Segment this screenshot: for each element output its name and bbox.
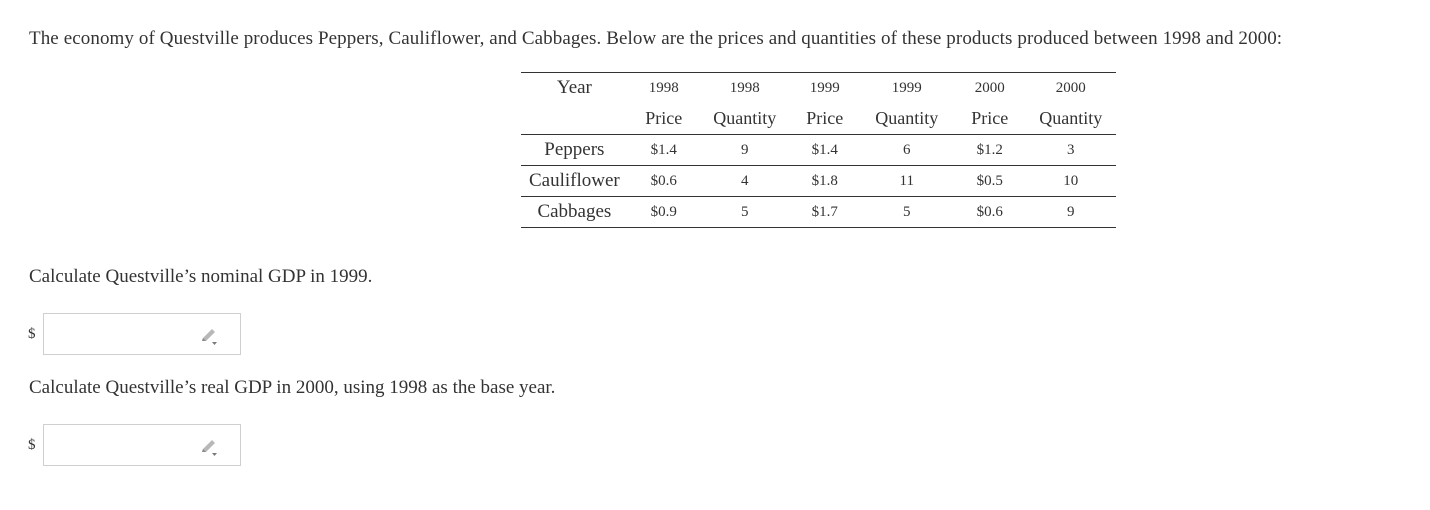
answer-input[interactable] — [44, 314, 194, 354]
price-quantity-table: Year 1998 1998 1999 1999 2000 2000 Price… — [521, 72, 1116, 228]
table-cell: $0.6 — [650, 172, 677, 189]
intro-text: The economy of Questville produces Peppe… — [29, 28, 1283, 49]
table-cell: $0.9 — [650, 203, 677, 220]
table-cell: 5 — [741, 203, 749, 220]
table-header-years: Year 1998 1998 1999 1999 2000 2000 — [521, 72, 1116, 104]
header-year: 2000 — [1055, 79, 1086, 96]
table-cell: $1.2 — [976, 141, 1003, 158]
table-row: Cabbages $0.9 5 $1.7 5 $0.6 9 — [521, 197, 1116, 228]
table-cell: $1.4 — [811, 141, 838, 158]
table-cell: 6 — [903, 141, 911, 158]
table-row: Peppers $1.4 9 $1.4 6 $1.2 3 — [521, 135, 1116, 166]
header-year: 2000 — [974, 79, 1005, 96]
header-type: Quantity — [713, 108, 777, 129]
answer-box-real-gdp[interactable] — [43, 424, 241, 466]
answer-box-nominal-gdp[interactable] — [43, 313, 241, 355]
header-type: Price — [645, 108, 683, 129]
table-row: Cauliflower $0.6 4 $1.8 11 $0.5 10 — [521, 166, 1116, 197]
table-cell: 4 — [741, 172, 749, 189]
table-header-types: Price Quantity Price Quantity Price Quan… — [521, 104, 1116, 135]
product-name: Cabbages — [537, 201, 612, 222]
header-type: Price — [806, 108, 844, 129]
header-year-label: Year — [556, 77, 592, 99]
table-cell: 10 — [1063, 172, 1079, 189]
table-cell: 9 — [741, 141, 749, 158]
table-cell: $1.4 — [650, 141, 677, 158]
table-cell: 11 — [899, 172, 914, 189]
question-real-gdp: Calculate Questville’s real GDP in 2000,… — [29, 377, 556, 398]
product-name: Peppers — [544, 139, 605, 160]
table-cell: 9 — [1067, 203, 1075, 220]
table-cell: $0.5 — [976, 172, 1003, 189]
table-cell: $1.8 — [811, 172, 838, 189]
header-type — [521, 104, 628, 135]
header-year: 1998 — [729, 79, 760, 96]
table-cell: $1.7 — [811, 203, 838, 220]
header-type: Quantity — [1039, 108, 1103, 129]
table-cell: $0.6 — [976, 203, 1003, 220]
currency-symbol: $ — [28, 437, 36, 453]
pencil-icon[interactable] — [199, 437, 219, 457]
product-name: Cauliflower — [529, 170, 620, 191]
pencil-icon[interactable] — [199, 326, 219, 346]
table-cell: 3 — [1067, 141, 1075, 158]
header-type: Price — [971, 108, 1009, 129]
table-cell: 5 — [903, 203, 911, 220]
header-year: 1999 — [809, 79, 840, 96]
header-year: 1999 — [891, 79, 922, 96]
answer-input[interactable] — [44, 425, 194, 465]
currency-symbol: $ — [28, 326, 36, 342]
header-year: 1998 — [648, 79, 679, 96]
question-nominal-gdp: Calculate Questville’s nominal GDP in 19… — [29, 266, 373, 287]
header-type: Quantity — [875, 108, 939, 129]
